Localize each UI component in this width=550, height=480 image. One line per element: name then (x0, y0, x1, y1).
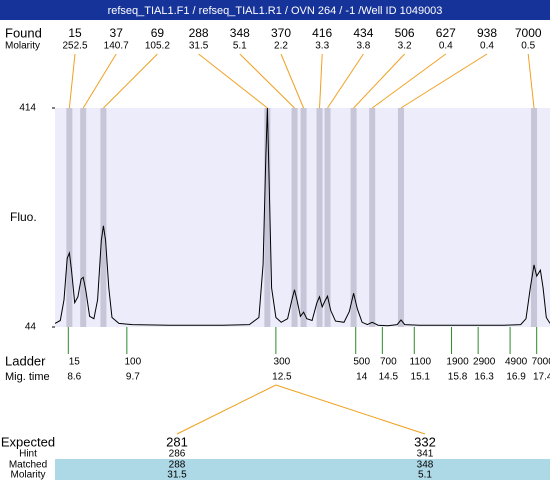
found-connector (327, 53, 364, 109)
ladder-label: Ladder (5, 353, 46, 368)
found-molarity: 5.1 (233, 41, 247, 52)
ladder-time: 14.5 (379, 372, 399, 383)
title-bar (0, 0, 550, 20)
found-molarity: 3.2 (398, 41, 412, 52)
found-connector (239, 53, 295, 109)
ladder-time: 17.4 (533, 372, 550, 383)
peak-band (80, 108, 87, 327)
expected-hint: 341 (417, 449, 434, 460)
expected-hint: 286 (169, 449, 186, 460)
found-size: 370 (271, 26, 291, 40)
ladder-time: 14 (356, 372, 368, 383)
peak-band (100, 108, 107, 327)
found-label: Found (5, 25, 42, 40)
found-connector (527, 53, 535, 109)
expected-size: 281 (166, 434, 188, 449)
ladder-time: 16.9 (506, 372, 526, 383)
found-size: 15 (68, 26, 82, 40)
found-connector (319, 53, 323, 109)
found-molarity: 252.5 (62, 41, 87, 52)
matched-label: Matched (9, 460, 47, 471)
peak-band (397, 108, 404, 327)
ladder-size: 700 (380, 357, 397, 368)
ladder-size: 300 (274, 357, 291, 368)
found-molarity: 31.5 (189, 41, 209, 52)
ladder-size: 7000 (532, 357, 550, 368)
found-size: 434 (353, 26, 373, 40)
found-size: 416 (312, 26, 332, 40)
peak-band (264, 108, 271, 327)
found-size: 69 (151, 26, 165, 40)
found-connector (82, 53, 117, 109)
found-size: 938 (477, 26, 497, 40)
ladder-size: 1900 (446, 357, 469, 368)
ladder-size: 100 (125, 357, 142, 368)
found-size: 288 (189, 26, 209, 40)
ladder-size: 4900 (505, 357, 528, 368)
hint-label: Hint (19, 449, 37, 460)
found-molarity: 3.3 (315, 41, 329, 52)
peak-band (291, 108, 298, 327)
expected-molarity: 5.1 (418, 470, 432, 480)
ladder-time: 16.3 (474, 372, 494, 383)
found-connector (103, 53, 158, 109)
found-size: 7000 (515, 26, 542, 40)
peak-band (300, 108, 307, 327)
ladder-size: 15 (69, 357, 81, 368)
found-molarity: 0.4 (439, 41, 453, 52)
found-size: 348 (230, 26, 250, 40)
ladder-time: 9.7 (126, 372, 140, 383)
peak-band (324, 108, 331, 327)
peak-band (66, 108, 73, 327)
expected-molarity: 31.5 (167, 470, 187, 480)
found-molarity: 2.2 (274, 41, 288, 52)
peak-band (316, 108, 323, 327)
expected-label: Expected (1, 434, 55, 449)
ladder-size: 1100 (410, 357, 432, 368)
found-molarity: 140.7 (104, 41, 129, 52)
found-connector (68, 53, 76, 109)
found-molarity: 0.5 (521, 41, 535, 52)
expected-connector (275, 384, 426, 435)
peak-band (369, 108, 376, 327)
expected-matched: 288 (169, 460, 186, 471)
found-molarity: 0.4 (480, 41, 494, 52)
y-axis-label: Fluo. (10, 210, 37, 224)
found-molarity: 105.2 (145, 41, 170, 52)
found-connector (198, 53, 268, 109)
found-size: 506 (395, 26, 415, 40)
ladder-size: 500 (353, 357, 370, 368)
ladder-time: 15.8 (448, 372, 468, 383)
ladder-time: 12.5 (272, 372, 292, 383)
found-connector (280, 53, 305, 109)
mig-time-label: Mig. time (5, 371, 50, 383)
expected-matched: 348 (417, 460, 434, 471)
peak-band (350, 108, 357, 327)
expected-molarity-label: Molarity (10, 470, 45, 480)
expected-connector (176, 384, 277, 435)
title: refseq_TIAL1.F1 / refseq_TIAL1.R1 / OVN … (108, 5, 443, 17)
ladder-time: 8.6 (67, 372, 81, 383)
trace (54, 107, 550, 327)
found-molarity: 3.8 (356, 41, 370, 52)
found-connector (400, 53, 488, 109)
ladder-time: 15.1 (411, 372, 431, 383)
ladder-size: 2900 (473, 357, 496, 368)
molarity-label: Molarity (5, 41, 40, 52)
found-size: 37 (110, 26, 124, 40)
expected-size: 332 (414, 434, 436, 449)
found-size: 627 (436, 26, 456, 40)
found-connector (371, 53, 447, 109)
peak-band (531, 108, 538, 327)
matched-band (55, 459, 550, 480)
y-tick-label: 414 (19, 103, 36, 114)
found-connector (353, 53, 405, 109)
y-tick-label: 44 (25, 322, 37, 333)
